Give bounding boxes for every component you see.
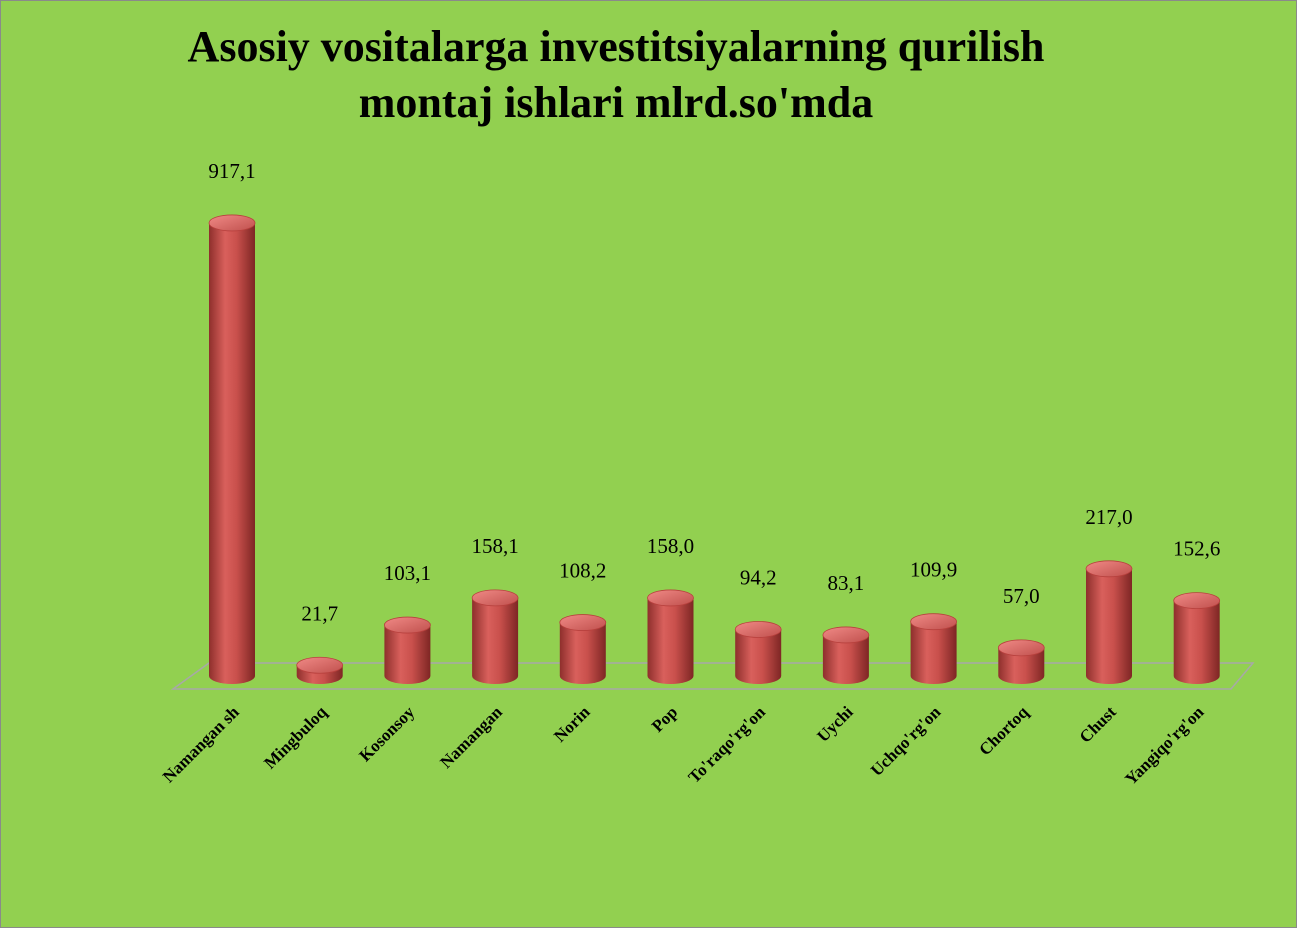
x-tick-label: Uchqo'rg'on [867, 702, 945, 780]
data-label: 103,1 [384, 561, 431, 585]
x-tick-label: To'raqo'rg'on [685, 702, 770, 787]
bar-top [1173, 592, 1221, 610]
bar [1086, 568, 1132, 684]
bar-top [910, 613, 957, 631]
data-label: 94,2 [740, 565, 777, 589]
bar-top [822, 626, 870, 644]
x-tick-label: Chust [1076, 702, 1120, 746]
x-tick-label: Norin [550, 702, 594, 746]
bar-top [734, 621, 782, 638]
data-label: 108,2 [559, 559, 606, 583]
x-tick-label: Mingbuloq [260, 702, 331, 773]
x-tick-label: Namangan [436, 702, 506, 772]
bar [998, 647, 1045, 684]
data-label: 109,9 [910, 558, 957, 582]
x-tick-label: Pop [648, 702, 681, 735]
bar [384, 625, 431, 684]
data-label: 158,1 [471, 534, 518, 558]
data-label: 57,0 [1003, 584, 1040, 608]
bar [209, 222, 255, 684]
data-label: 158,0 [647, 534, 694, 558]
floor [170, 662, 1255, 690]
data-label: 152,6 [1173, 537, 1220, 561]
x-tick-label: Uychi [813, 702, 857, 746]
bar-top [296, 656, 344, 674]
bar [647, 597, 694, 684]
bar-top [559, 614, 607, 631]
data-label: 917,1 [208, 159, 255, 183]
bar-top [647, 589, 694, 607]
bar-top [1085, 560, 1133, 578]
data-label: 21,7 [301, 601, 338, 625]
x-tick-label: Namangan sh [159, 702, 243, 786]
data-label: 217,0 [1085, 505, 1132, 529]
bar-top [471, 589, 519, 607]
bar [472, 597, 519, 684]
bar [1173, 600, 1220, 684]
data-label: 83,1 [828, 571, 865, 595]
x-tick-label: Kosonsoy [355, 702, 418, 765]
bar-top [997, 639, 1045, 657]
bar [559, 622, 606, 684]
bar [822, 634, 869, 684]
bar [910, 621, 957, 684]
x-tick-label: Yangiqo'rg'on [1121, 702, 1208, 789]
chart-title: Asosiy vositalarga investitsiyalarning q… [187, 22, 1045, 127]
bar [735, 629, 782, 684]
bar-top [383, 616, 431, 634]
bar-top [208, 214, 256, 232]
x-tick-label: Chortoq [975, 702, 1032, 759]
